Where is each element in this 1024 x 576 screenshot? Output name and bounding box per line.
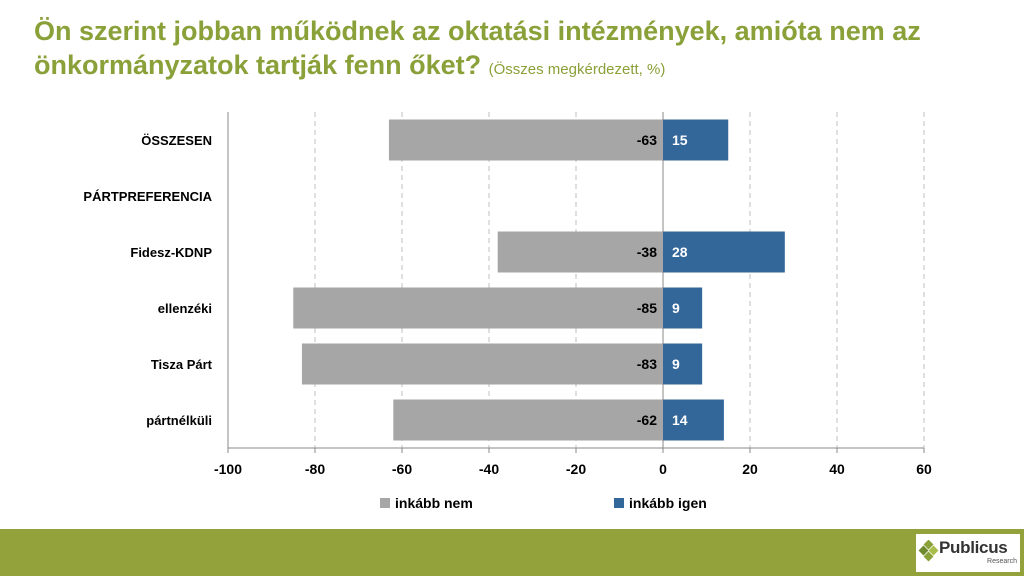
category-label: Tisza Párt: [151, 357, 213, 372]
data-label-inkabb-nem: -83: [637, 356, 657, 372]
logo-sub: Research: [987, 558, 1017, 565]
category-label: pártnélküli: [146, 413, 212, 428]
x-tick-label: -40: [479, 461, 499, 477]
x-tick-label: 20: [742, 461, 758, 477]
category-label: PÁRTPREFERENCIA: [83, 189, 212, 204]
data-label-inkabb-nem: -85: [637, 300, 657, 316]
x-tick-label: -80: [305, 461, 325, 477]
publicus-diamond-icon: [918, 540, 939, 562]
data-label-inkabb-nem: -63: [637, 132, 657, 148]
bar-inkabb-igen: [663, 287, 703, 329]
legend-label: inkább igen: [629, 495, 707, 511]
data-label-inkabb-igen: 15: [672, 132, 688, 148]
title-main: Ön szerint jobban működnek az oktatási i…: [34, 16, 921, 80]
bar-inkabb-igen: [663, 399, 724, 441]
category-label: Fidesz-KDNP: [130, 245, 212, 260]
data-label-inkabb-igen: 9: [672, 300, 680, 316]
bar-inkabb-nem: [388, 119, 663, 161]
publicus-logo: Publicus Research: [916, 534, 1020, 572]
bar-inkabb-nem: [293, 287, 663, 329]
data-label-inkabb-igen: 9: [672, 356, 680, 372]
category-label: ÖSSZESEN: [141, 133, 212, 148]
category-label: ellenzéki: [158, 301, 212, 316]
page-title: Ön szerint jobban működnek az oktatási i…: [34, 14, 994, 87]
data-label-inkabb-igen: 14: [672, 412, 688, 428]
logo-name: Publicus: [939, 538, 1008, 557]
diverging-bar-chart: -100 -80 -60 -40 -20 0 20 40 60 ÖSSZESEN -63 15 PÁRT…: [83, 112, 932, 511]
x-tick-label: 40: [829, 461, 845, 477]
data-label-inkabb-nem: -62: [637, 412, 657, 428]
x-tick-label: -60: [392, 461, 412, 477]
x-tick-label: 60: [916, 461, 932, 477]
bar-inkabb-nem: [393, 399, 663, 441]
legend-swatch: [614, 498, 624, 508]
data-label-inkabb-igen: 28: [672, 244, 688, 260]
bar-inkabb-igen: [663, 343, 703, 385]
bar-inkabb-igen: [663, 119, 729, 161]
title-subtitle: (Összes megkérdezett, %): [488, 61, 666, 78]
footer-bar: [0, 529, 1024, 576]
bar-inkabb-nem: [497, 231, 663, 273]
bar-inkabb-nem: [301, 343, 663, 385]
legend-swatch: [380, 498, 390, 508]
bar-inkabb-igen: [663, 231, 785, 273]
x-tick-label: -100: [214, 461, 242, 477]
data-label-inkabb-nem: -38: [637, 244, 657, 260]
legend-label: inkább nem: [395, 495, 473, 511]
x-tick-label: 0: [659, 461, 667, 477]
x-tick-label: -20: [566, 461, 586, 477]
